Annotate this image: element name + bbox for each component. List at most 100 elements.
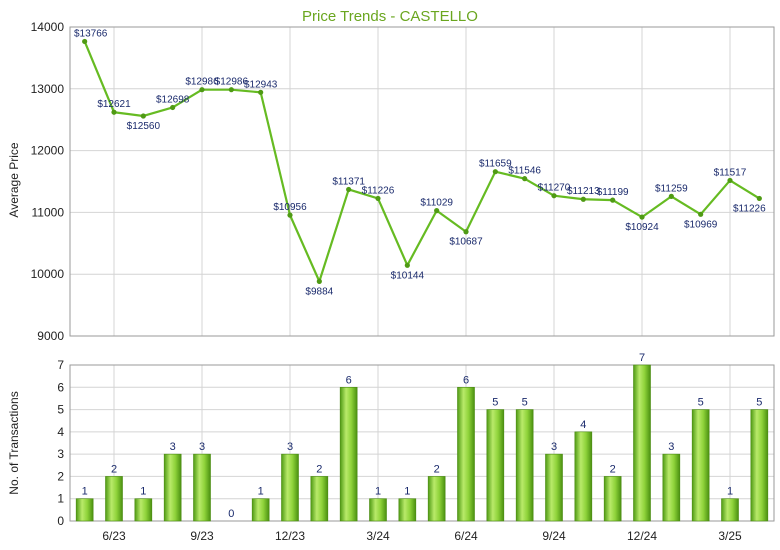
- price-point: [727, 177, 733, 184]
- transactions-data-label: 6: [346, 374, 352, 386]
- transactions-bar: [750, 409, 769, 522]
- transactions-bar: [633, 364, 651, 522]
- price-data-label: $11226: [362, 185, 395, 196]
- price-data-label: $12986: [185, 77, 219, 88]
- transactions-bar: [193, 453, 211, 522]
- price-point: [258, 89, 264, 95]
- transactions-data-label: 3: [287, 441, 293, 453]
- price-y-tick-label: 13000: [31, 82, 65, 96]
- transactions-bar: [369, 498, 387, 522]
- price-point: [111, 109, 117, 115]
- transactions-data-label: 2: [434, 463, 440, 475]
- x-tick-label: 9/23: [190, 529, 214, 543]
- chart-title: Price Trends - CASTELLO: [302, 8, 478, 25]
- transactions-bar: [721, 498, 739, 522]
- transactions-data-label: 1: [404, 486, 410, 498]
- price-point: [228, 87, 234, 93]
- transactions-bar: [545, 453, 563, 522]
- x-tick-label: 6/24: [454, 529, 478, 543]
- price-plot-area: 9000 10000 11000 12000 13000 14000 $13766 $1262…: [31, 20, 775, 343]
- transactions-data-label: 2: [111, 463, 117, 475]
- transactions-data-label: 0: [228, 508, 234, 520]
- price-data-label: $12943: [244, 79, 278, 90]
- transactions-bar: [427, 476, 446, 522]
- transactions-bar: [339, 386, 358, 522]
- price-data-label: $11270: [538, 183, 571, 194]
- transactions-plot-frame: [69, 364, 775, 522]
- x-tick-label: 12/23: [275, 529, 305, 543]
- transactions-bar: [163, 453, 182, 522]
- transactions-bar: [281, 453, 299, 522]
- price-y-tick-label: 14000: [31, 20, 65, 34]
- price-point: [404, 262, 410, 268]
- transactions-bar: [691, 409, 710, 522]
- transactions-data-label: 3: [551, 441, 557, 453]
- transactions-y-tick-label: 3: [57, 447, 64, 461]
- price-data-label: $10687: [449, 237, 483, 248]
- price-point: [375, 195, 381, 202]
- price-data-label: $11517: [714, 167, 747, 178]
- price-point: [639, 214, 645, 220]
- transactions-y-tick-label: 4: [57, 425, 64, 439]
- price-y-tick-label: 11000: [32, 205, 65, 219]
- price-point: [316, 278, 322, 284]
- transactions-y-tick-label: 2: [57, 469, 64, 483]
- transactions-y-tick-label: 7: [57, 358, 64, 372]
- price-data-label: $9884: [305, 286, 333, 297]
- price-data-label: $11371: [332, 176, 365, 187]
- transactions-y-tick-label: 6: [57, 380, 64, 394]
- transactions-data-label: 1: [258, 486, 264, 498]
- transactions-y-tick-label: 1: [57, 492, 64, 506]
- transactions-data-label: 5: [492, 397, 498, 409]
- x-tick-label: 3/24: [366, 529, 390, 543]
- price-point: [346, 186, 352, 193]
- transactions-data-label: 5: [756, 397, 762, 409]
- price-point: [610, 197, 616, 203]
- price-data-label: $10144: [391, 270, 425, 281]
- transactions-data-label: 6: [463, 374, 469, 386]
- transactions-bar: [75, 498, 94, 522]
- price-y-axis-label: Average Price: [7, 142, 21, 217]
- transactions-data-label: 3: [668, 441, 674, 453]
- price-data-label: $11226: [733, 203, 766, 214]
- transactions-plot-area: 0 1 2 3 4 5 6 7 6/23 9/23 12/23 3/24 6/24 9/24 12/24 3/…: [57, 352, 775, 543]
- price-data-label: $11213: [567, 186, 600, 197]
- transactions-data-label: 1: [727, 486, 733, 498]
- transactions-bar: [398, 498, 417, 522]
- price-series-line: [83, 41, 760, 283]
- price-point: [698, 211, 704, 217]
- x-tick-label: 3/25: [718, 529, 742, 543]
- transactions-bar: [574, 431, 593, 522]
- transactions-bar: [251, 498, 270, 522]
- transactions-bar: [457, 386, 475, 522]
- price-data-label: $12698: [156, 94, 190, 105]
- transactions-data-label: 1: [140, 486, 146, 498]
- price-data-label: $11199: [597, 187, 629, 198]
- x-tick-label: 6/23: [102, 529, 126, 543]
- price-point: [140, 113, 146, 119]
- transactions-data-label: 2: [610, 463, 616, 475]
- price-data-label: $11546: [508, 166, 541, 177]
- transactions-data-label: 1: [82, 486, 88, 498]
- price-y-tick-label: 10000: [31, 267, 65, 281]
- transactions-bar: [310, 476, 329, 522]
- price-plot-frame: [69, 26, 775, 337]
- transactions-data-label: 3: [199, 441, 205, 453]
- x-tick-label: 12/24: [627, 529, 657, 543]
- price-point: [580, 196, 586, 202]
- price-point: [434, 208, 440, 214]
- transactions-data-label: 3: [170, 441, 176, 453]
- price-point: [170, 104, 176, 111]
- price-data-label: $12986: [215, 77, 249, 88]
- transactions-bar: [105, 476, 123, 522]
- transactions-data-label: 1: [375, 486, 381, 498]
- price-y-tick-label: 12000: [31, 144, 65, 158]
- transactions-data-label: 7: [639, 352, 645, 364]
- price-data-label: $10969: [684, 219, 718, 230]
- transactions-data-label: 5: [698, 397, 704, 409]
- transactions-bar: [486, 409, 505, 522]
- transactions-data-label: 2: [316, 463, 322, 475]
- price-data-label: $11659: [479, 159, 512, 170]
- price-point: [82, 38, 88, 45]
